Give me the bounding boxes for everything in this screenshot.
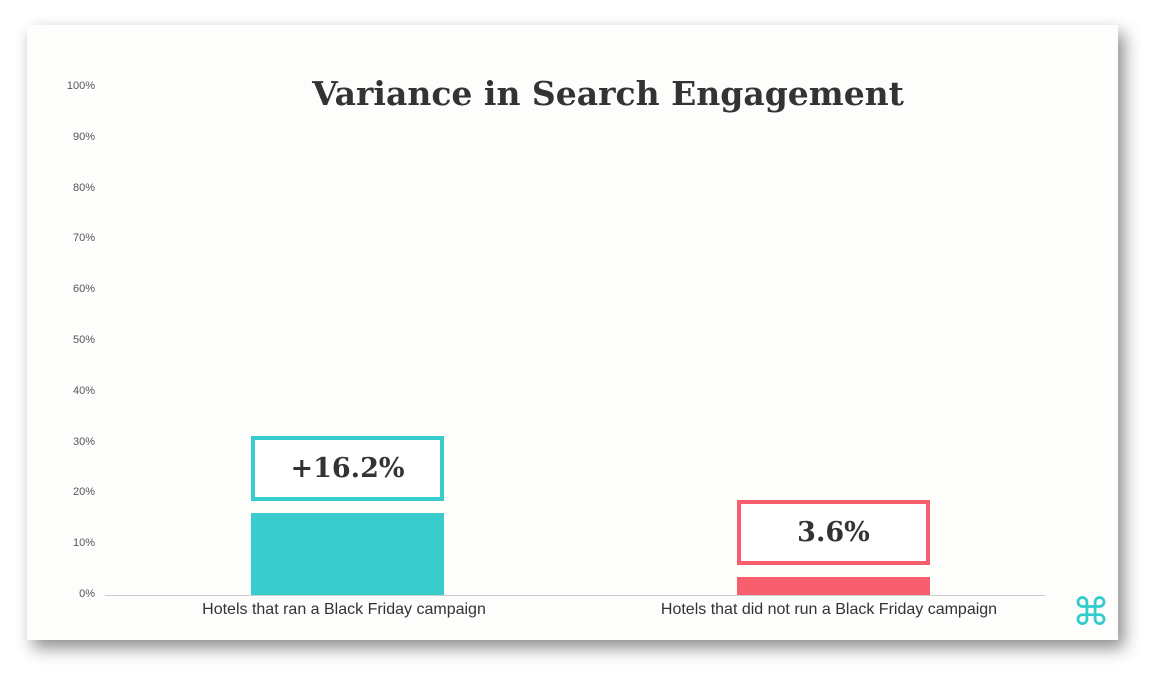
bar (251, 512, 444, 595)
y-tick-label: 80% (72, 181, 95, 194)
chart-title: Variance in Search Engagement (312, 74, 904, 113)
x-category-label: Hotels that ran a Black Friday campaign (202, 601, 486, 618)
y-tick-label: 50% (72, 334, 95, 346)
x-axis-line (105, 595, 1045, 596)
chart-card (27, 25, 1118, 640)
data-label: 3.6% (737, 499, 930, 565)
y-tick-label: 10% (72, 537, 95, 550)
y-tick-label: 70% (72, 232, 95, 245)
data-label: +16.2% (251, 435, 444, 501)
y-tick-label: 0% (79, 588, 95, 600)
y-tick-label: 30% (72, 435, 95, 448)
y-tick-label: 20% (72, 486, 95, 499)
y-tick-label: 40% (72, 384, 95, 397)
x-category-label: Hotels that did not run a Black Friday c… (660, 601, 998, 618)
y-tick-label: 100% (66, 80, 95, 92)
y-tick-label: 90% (72, 130, 95, 143)
bar (737, 576, 930, 595)
command-logo-icon: ⌘ (1072, 592, 1110, 634)
y-tick-label: 60% (72, 283, 95, 296)
